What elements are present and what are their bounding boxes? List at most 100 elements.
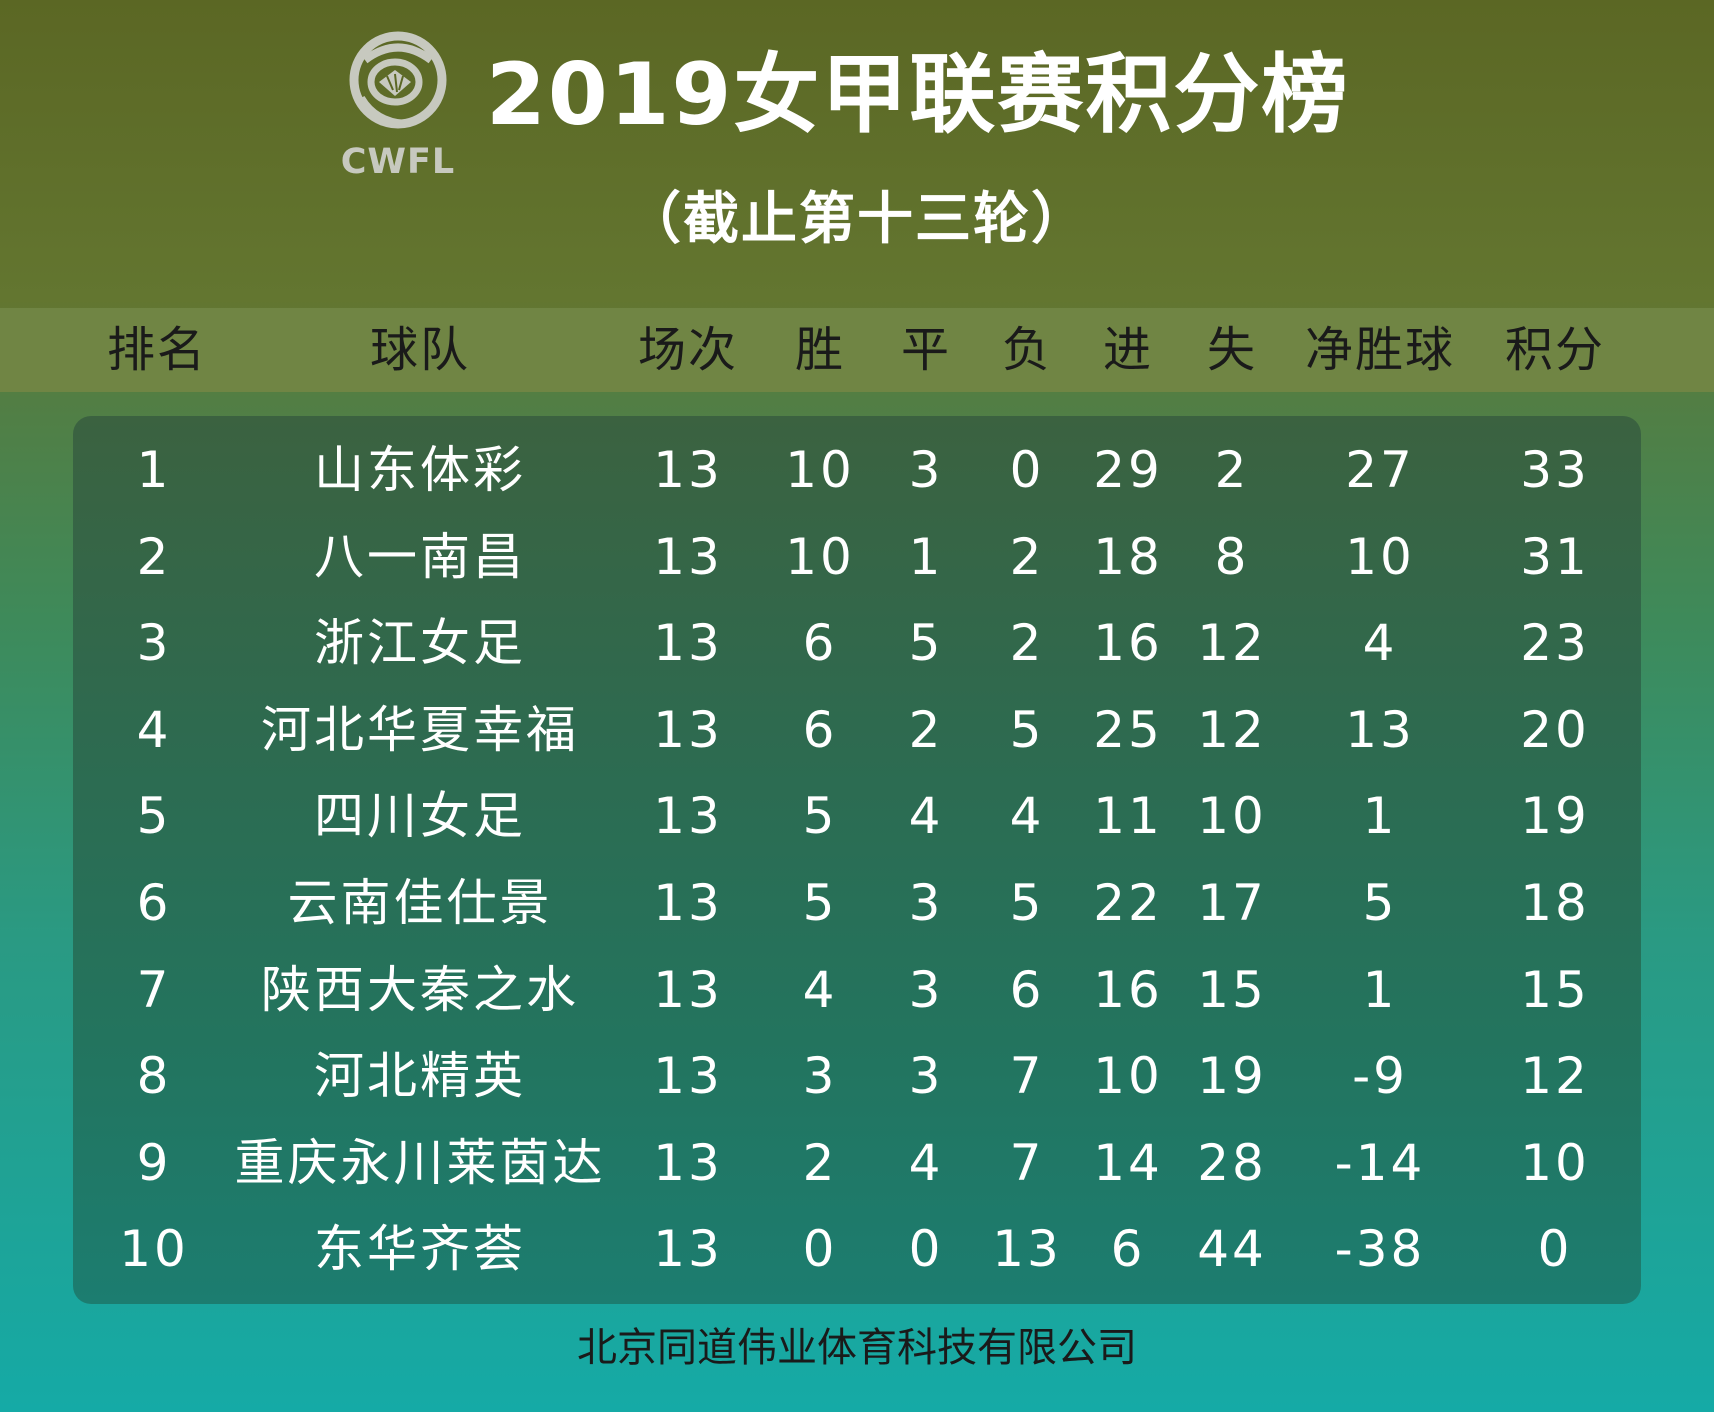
cell-goals-for: 11 bbox=[1093, 787, 1163, 846]
cell-losses: 2 bbox=[1009, 527, 1045, 586]
header: CWFL 2019女甲联赛积分榜 （截止第十三轮） bbox=[0, 0, 1714, 305]
cell-draws: 1 bbox=[908, 527, 944, 586]
cell-team: 重庆永川莱茵达 bbox=[234, 1133, 606, 1192]
cell-goal-difference: -14 bbox=[1334, 1133, 1426, 1192]
cell-played: 13 bbox=[653, 874, 723, 932]
cell-team: 山东体彩 bbox=[314, 441, 526, 499]
cell-rank: 9 bbox=[136, 1133, 172, 1192]
cell-wins: 2 bbox=[802, 1133, 838, 1192]
cell-points: 10 bbox=[1520, 1133, 1590, 1192]
cell-goals-for: 25 bbox=[1093, 700, 1163, 759]
rose-emblem-icon bbox=[349, 31, 447, 129]
column-losses: 负 bbox=[1001, 322, 1053, 378]
cell-team: 河北华夏幸福 bbox=[261, 700, 579, 759]
cell-draws: 4 bbox=[908, 1133, 944, 1192]
cell-rank: 10 bbox=[119, 1220, 189, 1279]
column-points: 积分 bbox=[1504, 322, 1606, 378]
footer-company: 北京同道伟业体育科技有限公司 bbox=[577, 1325, 1137, 1371]
column-team: 球队 bbox=[369, 322, 471, 378]
cell-played: 13 bbox=[653, 441, 723, 499]
cell-goals-for: 18 bbox=[1093, 527, 1163, 586]
column-draws: 平 bbox=[900, 322, 952, 378]
table-row: 9 重庆永川莱茵达 13 2 4 7 14 28 -14 10 bbox=[0, 1120, 1714, 1206]
cell-rank: 6 bbox=[136, 874, 172, 932]
cell-wins: 4 bbox=[802, 960, 838, 1019]
cell-team: 东华齐荟 bbox=[314, 1220, 526, 1279]
cell-wins: 10 bbox=[785, 527, 855, 586]
logo-text: CWFL bbox=[340, 142, 456, 182]
cell-goals-for: 22 bbox=[1093, 874, 1163, 932]
cell-goal-difference: 10 bbox=[1345, 527, 1415, 586]
cell-draws: 4 bbox=[908, 787, 944, 846]
cell-played: 13 bbox=[653, 527, 723, 586]
cell-losses: 5 bbox=[1009, 874, 1045, 932]
cell-wins: 3 bbox=[802, 1047, 838, 1106]
cell-losses: 4 bbox=[1009, 787, 1045, 846]
cell-goals-for: 29 bbox=[1093, 441, 1163, 499]
table-row: 7 陕西大秦之水 13 4 3 6 16 15 1 15 bbox=[0, 947, 1714, 1033]
cell-goal-difference: 13 bbox=[1345, 700, 1415, 759]
cell-goals-against: 12 bbox=[1197, 614, 1267, 673]
cell-wins: 6 bbox=[802, 614, 838, 673]
cell-goals-against: 19 bbox=[1197, 1047, 1267, 1106]
cell-wins: 0 bbox=[802, 1220, 838, 1279]
column-goals-for: 进 bbox=[1102, 322, 1154, 378]
cell-played: 13 bbox=[653, 1047, 723, 1106]
cell-team: 浙江女足 bbox=[314, 614, 526, 673]
cell-points: 0 bbox=[1537, 1220, 1573, 1279]
cell-played: 13 bbox=[653, 1133, 723, 1192]
cell-rank: 1 bbox=[136, 441, 172, 499]
table-row: 1 山东体彩 13 10 3 0 29 2 27 33 bbox=[0, 427, 1714, 513]
column-goal-difference: 净胜球 bbox=[1304, 322, 1456, 378]
cell-goals-against: 17 bbox=[1197, 874, 1267, 932]
cell-wins: 5 bbox=[802, 874, 838, 932]
cell-rank: 2 bbox=[136, 527, 172, 586]
cell-wins: 6 bbox=[802, 700, 838, 759]
cell-wins: 10 bbox=[785, 441, 855, 499]
cell-team: 云南佳仕景 bbox=[287, 874, 553, 932]
page-title: 2019女甲联赛积分榜 bbox=[486, 45, 1350, 145]
cell-team: 八一南昌 bbox=[314, 527, 526, 586]
table-row: 10 东华齐荟 13 0 0 13 6 44 -38 0 bbox=[0, 1206, 1714, 1292]
table-row: 2 八一南昌 13 10 1 2 18 8 10 31 bbox=[0, 514, 1714, 600]
cell-losses: 13 bbox=[992, 1220, 1062, 1279]
cell-losses: 7 bbox=[1009, 1047, 1045, 1106]
cell-draws: 3 bbox=[908, 441, 944, 499]
cell-rank: 7 bbox=[136, 960, 172, 1019]
cell-points: 31 bbox=[1520, 527, 1590, 586]
cell-played: 13 bbox=[653, 787, 723, 846]
cell-played: 13 bbox=[653, 700, 723, 759]
cell-rank: 4 bbox=[136, 700, 172, 759]
column-header-bar: 排名 球队 场次 胜 平 负 进 失 净胜球 积分 bbox=[0, 308, 1714, 392]
cell-goal-difference: 5 bbox=[1362, 874, 1398, 932]
cell-goals-for: 16 bbox=[1093, 960, 1163, 1019]
cell-points: 23 bbox=[1520, 614, 1590, 673]
cell-losses: 7 bbox=[1009, 1133, 1045, 1192]
cell-played: 13 bbox=[653, 960, 723, 1019]
cell-goal-difference: 1 bbox=[1362, 960, 1398, 1019]
cell-played: 13 bbox=[653, 1220, 723, 1279]
column-rank: 排名 bbox=[106, 322, 208, 378]
cell-goals-against: 8 bbox=[1214, 527, 1250, 586]
cell-losses: 0 bbox=[1009, 441, 1045, 499]
cell-losses: 2 bbox=[1009, 614, 1045, 673]
table-row: 4 河北华夏幸福 13 6 2 5 25 12 13 20 bbox=[0, 687, 1714, 773]
cell-goals-against: 15 bbox=[1197, 960, 1267, 1019]
table-row: 3 浙江女足 13 6 5 2 16 12 4 23 bbox=[0, 600, 1714, 686]
column-played: 场次 bbox=[637, 322, 739, 378]
cell-draws: 0 bbox=[908, 1220, 944, 1279]
table-row: 5 四川女足 13 5 4 4 11 10 1 19 bbox=[0, 773, 1714, 859]
cell-team: 河北精英 bbox=[314, 1047, 526, 1106]
cell-draws: 2 bbox=[908, 700, 944, 759]
cell-goals-against: 44 bbox=[1197, 1220, 1267, 1279]
cell-goals-for: 6 bbox=[1110, 1220, 1146, 1279]
cell-goals-for: 16 bbox=[1093, 614, 1163, 673]
cell-losses: 5 bbox=[1009, 700, 1045, 759]
cell-wins: 5 bbox=[802, 787, 838, 846]
cell-goal-difference: 4 bbox=[1362, 614, 1398, 673]
cell-goal-difference: 27 bbox=[1345, 441, 1415, 499]
cell-team: 四川女足 bbox=[314, 787, 526, 846]
cell-draws: 3 bbox=[908, 960, 944, 1019]
cell-rank: 3 bbox=[136, 614, 172, 673]
cell-points: 33 bbox=[1520, 441, 1590, 499]
